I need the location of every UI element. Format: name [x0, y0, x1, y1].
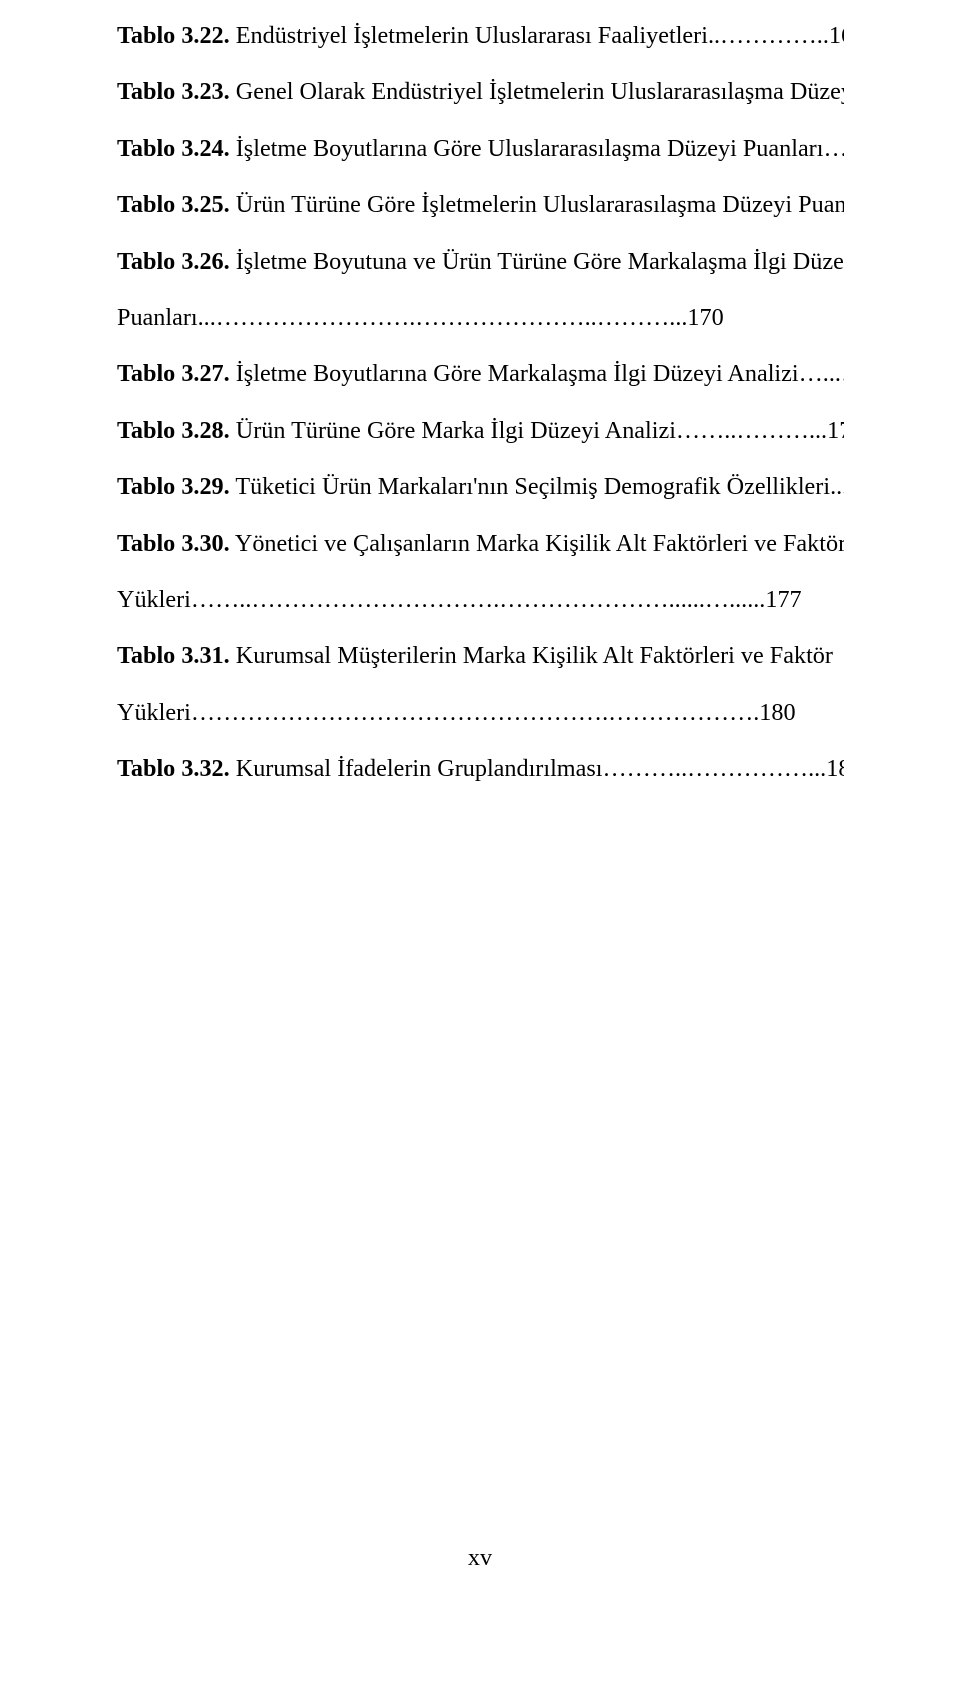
toc-entry-title: İşletme Boyutlarına Göre Uluslararasılaş…	[230, 135, 824, 162]
toc-entry-leader: ……..………...	[676, 417, 827, 444]
toc-entry-title: Kurumsal Müşterilerin Marka Kişilik Alt …	[230, 642, 833, 669]
toc-continuation-page: 170	[687, 304, 723, 331]
toc-entry-leader: ....…	[830, 473, 844, 500]
toc-entry-label: Tablo 3.24.	[117, 135, 230, 162]
toc-entry: Tablo 3.26. İşletme Boyutuna ve Ürün Tür…	[117, 234, 844, 290]
toc-continuation-leader: …………………………………………….……………….	[191, 699, 759, 726]
toc-entry: Tablo 3.22. Endüstriyel İşletmelerin Ulu…	[117, 8, 844, 64]
document-page: Tablo 3.22. Endüstriyel İşletmelerin Ulu…	[0, 0, 960, 1682]
toc-entry-leader: …...….…..	[799, 360, 844, 387]
page-number: xv	[0, 1544, 960, 1572]
toc-entry-continuation: Puanları...…………………….…………………..………...170	[117, 290, 844, 346]
toc-continuation-leader: ...…………………….…………………..………...	[198, 304, 688, 331]
toc-entry-label: Tablo 3.29.	[117, 473, 230, 500]
toc-entry-title: İşletme Boyutlarına Göre Markalaşma İlgi…	[230, 360, 799, 387]
toc-entry-title: İşletme Boyutuna ve Ürün Türüne Göre Mar…	[230, 248, 844, 275]
toc-entry-title: Ürün Türüne Göre Marka İlgi Düzeyi Anali…	[230, 417, 676, 444]
toc-entry: Tablo 3.24. İşletme Boyutlarına Göre Ulu…	[117, 121, 844, 177]
toc-entry: Tablo 3.28. Ürün Türüne Göre Marka İlgi …	[117, 403, 844, 459]
toc-entry-title: Yönetici ve Çalışanların Marka Kişilik A…	[230, 530, 844, 557]
toc-entry-continuation: Yükleri…………………………………………….……………….180	[117, 685, 844, 741]
toc-entry-label: Tablo 3.32.	[117, 755, 230, 782]
toc-entry-label: Tablo 3.30.	[117, 530, 230, 557]
toc-entry: Tablo 3.23. Genel Olarak Endüstriyel İşl…	[117, 64, 844, 120]
toc-entry-label: Tablo 3.28.	[117, 417, 230, 444]
toc-entry-title: Endüstriyel İşletmelerin Uluslararası Fa…	[230, 22, 708, 49]
toc-entry-leader: ………..……………...	[602, 755, 826, 782]
toc-entry-label: Tablo 3.31.	[117, 642, 230, 669]
toc-continuation-page: 180	[759, 699, 795, 726]
toc-entry-label: Tablo 3.25.	[117, 191, 230, 218]
toc-entry: Tablo 3.29. Tüketici Ürün Markaları'nın …	[117, 459, 844, 515]
toc-entry-leader: ..…………..	[708, 22, 829, 49]
toc-entry-page: 167	[829, 22, 844, 49]
table-of-contents: Tablo 3.22. Endüstriyel İşletmelerin Ulu…	[117, 8, 844, 797]
toc-entry-label: Tablo 3.22.	[117, 22, 230, 49]
toc-continuation-prefix: Yükleri	[117, 699, 191, 726]
toc-entry-leader: ……..….	[823, 135, 844, 162]
toc-entry-title: Tüketici Ürün Markaları'nın Seçilmiş Dem…	[230, 473, 830, 500]
toc-entry-title: Genel Olarak Endüstriyel İşletmelerin Ul…	[230, 78, 844, 105]
toc-entry: Tablo 3.25. Ürün Türüne Göre İşletmeleri…	[117, 177, 844, 233]
toc-continuation-prefix: Yükleri	[117, 586, 191, 613]
toc-entry: Tablo 3.31. Kurumsal Müşterilerin Marka …	[117, 628, 844, 684]
toc-continuation-page: 177	[765, 586, 801, 613]
toc-entry-continuation: Yükleri……..………………………….…………………......…....…	[117, 572, 844, 628]
toc-entry: Tablo 3.32. Kurumsal İfadelerin Grupland…	[117, 741, 844, 797]
toc-continuation-prefix: Puanları	[117, 304, 198, 331]
toc-entry-page: 172	[827, 417, 844, 444]
toc-entry-label: Tablo 3.27.	[117, 360, 230, 387]
toc-entry-label: Tablo 3.26.	[117, 248, 230, 275]
toc-continuation-leader: ……..………………………….…………………......…......	[191, 586, 765, 613]
toc-entry-title: Kurumsal İfadelerin Gruplandırılması	[230, 755, 603, 782]
toc-entry-page: 184	[826, 755, 844, 782]
toc-entry: Tablo 3.27. İşletme Boyutlarına Göre Mar…	[117, 346, 844, 402]
toc-entry: Tablo 3.30. Yönetici ve Çalışanların Mar…	[117, 516, 844, 572]
toc-entry-label: Tablo 3.23.	[117, 78, 230, 105]
toc-entry-title: Ürün Türüne Göre İşletmelerin Uluslarara…	[230, 191, 844, 218]
